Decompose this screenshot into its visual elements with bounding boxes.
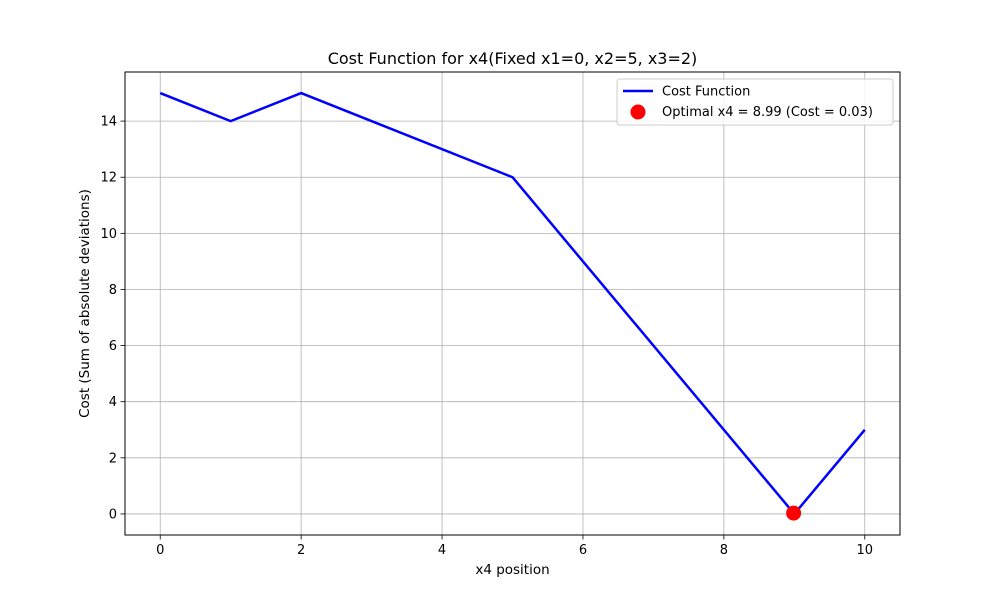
- legend-box: [616, 78, 894, 126]
- plot-area-frame: [124, 71, 901, 536]
- plot-series: [159, 91, 866, 521]
- legend-label-optimal-point: Optimal x4 = 8.99 (Cost = 0.03): [662, 105, 873, 120]
- legend-label-cost-function: Cost Function: [662, 85, 750, 100]
- x-tick-label: 2: [297, 543, 305, 558]
- y-tick-label: 10: [100, 227, 117, 242]
- y-tick-label: 14: [100, 115, 117, 130]
- chart-title: Cost Function for x4(Fixed x1=0, x2=5, x…: [328, 49, 698, 68]
- y-tick-label: 12: [100, 171, 117, 186]
- x-tick-label: 10: [856, 543, 873, 558]
- y-tick-label: 8: [109, 283, 117, 298]
- x-tick-label: 4: [438, 543, 446, 558]
- x-tick-label: 0: [156, 543, 164, 558]
- y-tick-label: 0: [109, 507, 117, 522]
- x-tick-label: 6: [579, 543, 587, 558]
- legend: Cost Function Optimal x4 = 8.99 (Cost = …: [616, 78, 894, 126]
- y-axis-ticks: 0 2 4 6 8 10 12 14: [100, 115, 125, 522]
- x-tick-label: 8: [720, 543, 728, 558]
- y-tick-label: 2: [109, 451, 117, 466]
- y-axis-label: Cost (Sum of absolute deviations): [77, 189, 93, 418]
- legend-marker-swatch: [630, 104, 646, 120]
- x-axis-label: x4 position: [475, 562, 549, 578]
- cost-function-line: [159, 91, 866, 516]
- y-tick-label: 4: [109, 395, 117, 410]
- x-axis-ticks: 0 2 4 6 8 10: [156, 535, 873, 558]
- optimal-point-marker: [786, 505, 802, 521]
- y-tick-label: 6: [109, 339, 117, 354]
